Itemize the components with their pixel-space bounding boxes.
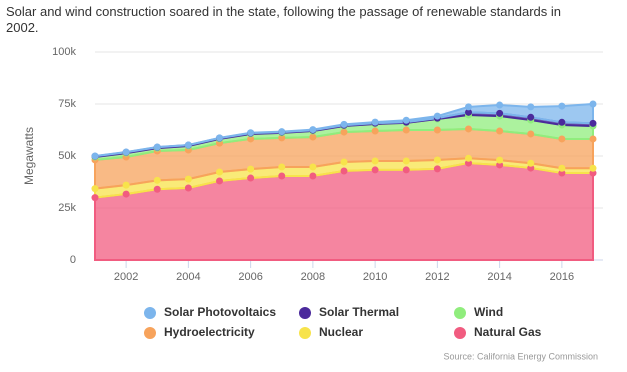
y-tick-label: 0 bbox=[70, 254, 76, 266]
legend-marker bbox=[144, 327, 156, 339]
point bbox=[122, 148, 130, 156]
point bbox=[91, 194, 99, 202]
legend-label: Nuclear bbox=[319, 325, 363, 339]
point bbox=[433, 112, 441, 120]
point bbox=[184, 184, 192, 192]
point bbox=[558, 169, 566, 177]
point bbox=[558, 135, 566, 143]
x-tick-label: 2006 bbox=[238, 271, 262, 283]
point bbox=[465, 154, 472, 162]
point bbox=[465, 159, 472, 167]
point bbox=[247, 129, 255, 137]
point bbox=[247, 135, 255, 143]
point bbox=[433, 126, 441, 134]
legend-marker bbox=[454, 307, 466, 319]
point bbox=[122, 181, 130, 189]
point bbox=[496, 109, 504, 117]
point bbox=[340, 167, 348, 175]
point bbox=[371, 127, 379, 135]
y-tick-label: 50k bbox=[58, 150, 76, 162]
y-tick-label: 25k bbox=[58, 202, 76, 214]
legend-marker bbox=[454, 327, 466, 339]
point bbox=[433, 165, 441, 173]
legend-marker bbox=[299, 307, 311, 319]
point bbox=[402, 126, 410, 134]
point bbox=[558, 164, 566, 172]
point bbox=[340, 128, 348, 136]
legend-marker bbox=[299, 327, 311, 339]
point bbox=[433, 156, 441, 164]
point bbox=[278, 172, 286, 180]
point bbox=[527, 164, 535, 172]
point bbox=[496, 161, 504, 169]
legend-label: Solar Thermal bbox=[319, 305, 399, 319]
point bbox=[91, 152, 99, 160]
x-tick-label: 2010 bbox=[363, 271, 387, 283]
point bbox=[278, 128, 286, 136]
x-tick-label: 2012 bbox=[425, 271, 449, 283]
point bbox=[589, 100, 597, 108]
point bbox=[589, 135, 597, 143]
point bbox=[309, 172, 317, 180]
point bbox=[589, 119, 597, 127]
point bbox=[496, 127, 504, 135]
point bbox=[153, 143, 161, 151]
x-tick-label: 2004 bbox=[176, 271, 200, 283]
point bbox=[589, 164, 597, 172]
point bbox=[371, 157, 379, 165]
point bbox=[309, 163, 317, 171]
point bbox=[216, 177, 223, 185]
point bbox=[371, 118, 379, 126]
point bbox=[465, 103, 472, 111]
point bbox=[340, 120, 348, 128]
y-tick-label: 75k bbox=[58, 98, 76, 110]
point bbox=[465, 125, 472, 133]
point bbox=[558, 118, 566, 126]
point bbox=[402, 157, 410, 165]
point bbox=[184, 175, 192, 183]
legend-label: Solar Photovoltaics bbox=[164, 305, 276, 319]
point bbox=[527, 159, 535, 167]
legend-label: Natural Gas bbox=[474, 325, 542, 339]
y-tick-label: 100k bbox=[52, 46, 76, 58]
point bbox=[527, 113, 535, 121]
point bbox=[371, 166, 379, 174]
y-axis-label: Megawatts bbox=[22, 127, 36, 185]
point bbox=[402, 166, 410, 174]
legend-marker bbox=[144, 307, 156, 319]
x-tick-label: 2014 bbox=[487, 271, 511, 283]
point bbox=[122, 190, 130, 198]
legend-label: Hydroelectricity bbox=[164, 325, 255, 339]
x-tick-label: 2008 bbox=[301, 271, 325, 283]
point bbox=[527, 130, 535, 138]
x-tick-label: 2016 bbox=[550, 271, 574, 283]
point bbox=[153, 185, 161, 193]
chart-title: Solar and wind construction soared in th… bbox=[6, 4, 562, 35]
point bbox=[216, 168, 223, 176]
legend-label: Wind bbox=[474, 305, 503, 319]
point bbox=[527, 103, 535, 111]
point bbox=[465, 108, 472, 116]
point bbox=[247, 165, 255, 173]
point bbox=[496, 101, 504, 109]
point bbox=[278, 163, 286, 171]
point bbox=[309, 126, 317, 134]
point bbox=[216, 134, 223, 142]
point bbox=[153, 176, 161, 184]
point bbox=[278, 134, 286, 142]
point bbox=[247, 174, 255, 182]
point bbox=[340, 158, 348, 166]
point bbox=[309, 133, 317, 141]
point bbox=[91, 185, 99, 193]
point bbox=[496, 156, 504, 164]
point bbox=[589, 169, 597, 177]
source: Source: California Energy Commission bbox=[443, 351, 598, 361]
point bbox=[558, 102, 566, 110]
point bbox=[184, 141, 192, 149]
x-tick-label: 2002 bbox=[114, 271, 138, 283]
point bbox=[402, 116, 410, 124]
